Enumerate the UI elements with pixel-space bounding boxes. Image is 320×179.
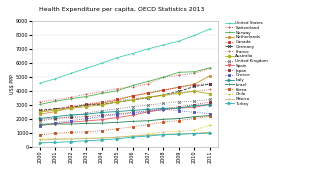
Y-axis label: US$ PPP: US$ PPP bbox=[10, 74, 15, 94]
Text: Health Expenditure per capita, OECD Statistics 2013: Health Expenditure per capita, OECD Stat… bbox=[39, 7, 204, 12]
Legend: United States, Switzerland, Norway, Netherlands, Canada, Germany, France, Austra: United States, Switzerland, Norway, Neth… bbox=[225, 21, 268, 106]
